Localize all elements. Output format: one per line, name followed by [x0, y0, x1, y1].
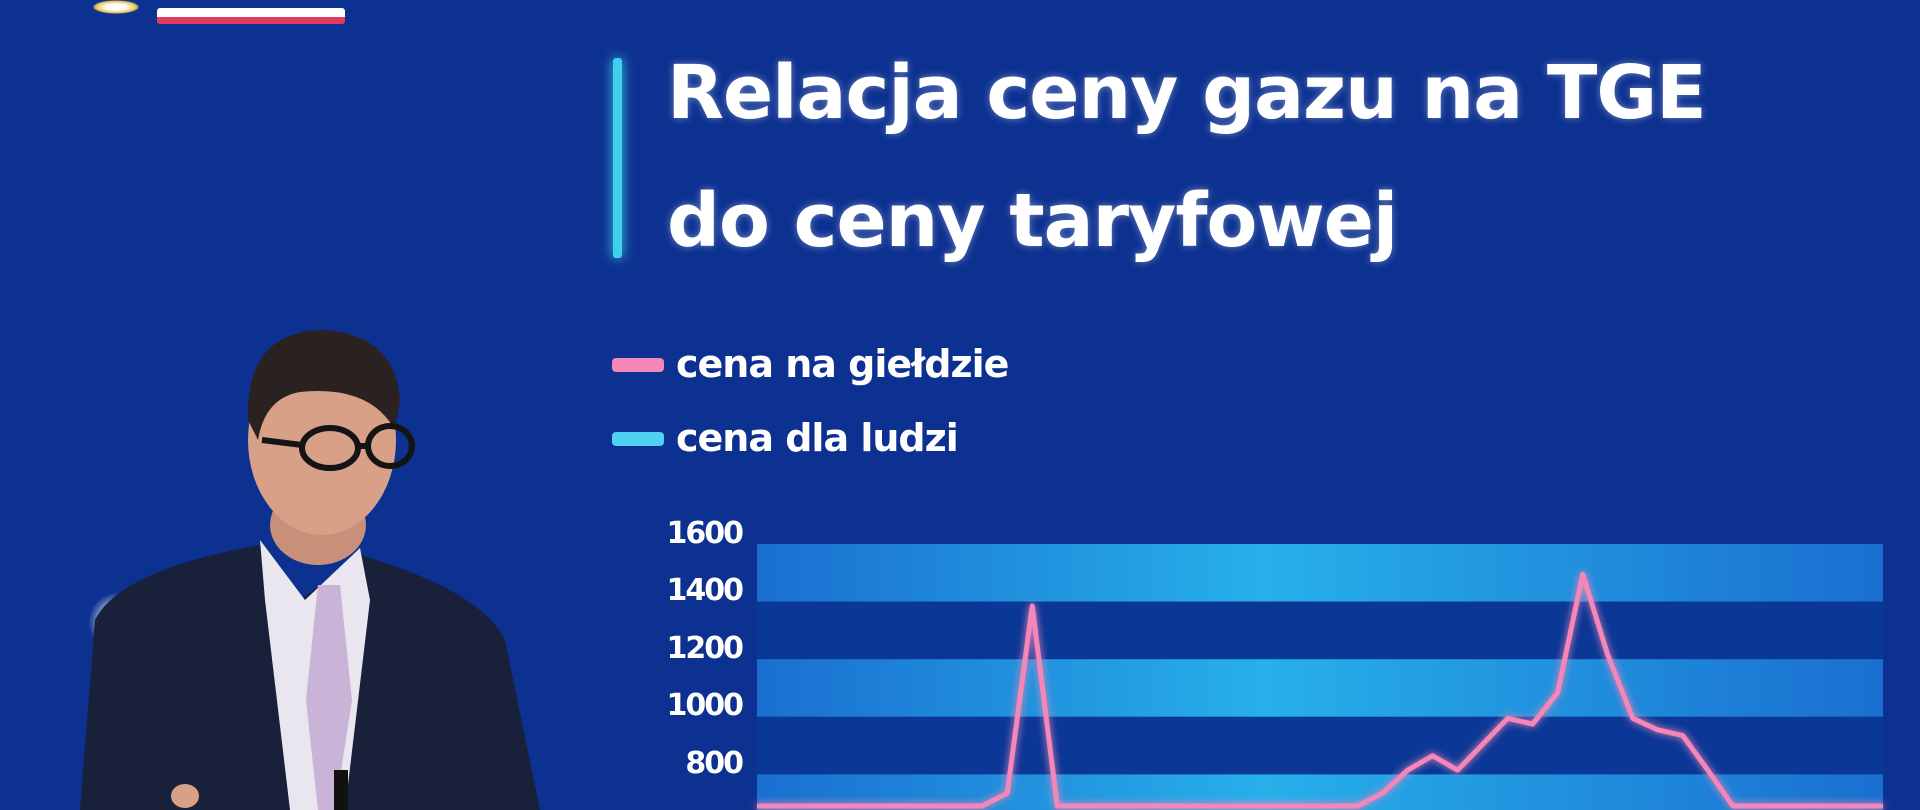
title-accent-bar: [613, 58, 622, 258]
legend-label-exchange: cena na giełdzie: [676, 342, 1009, 386]
glasses-icon: [261, 423, 415, 471]
slide-title-line-1: Relacja ceny gazu na TGE: [667, 50, 1707, 136]
grid-band-dark: [757, 601, 1883, 660]
y-tick-1200: 1200: [666, 631, 745, 666]
legend-swatch-people: [612, 432, 664, 446]
government-eagle-logo: [92, 0, 140, 14]
hair: [247, 330, 400, 440]
y-tick-1400: 1400: [666, 573, 745, 608]
tie: [306, 585, 352, 810]
y-tick-1600: 1600: [666, 516, 745, 551]
legend-label-people: cena dla ludzi: [676, 416, 959, 460]
series-line-exchange-price: [757, 571, 1883, 809]
flag-stripe-logo: [157, 8, 345, 24]
speaker-person: [80, 330, 540, 810]
y-tick-800: 800: [685, 746, 744, 781]
grid-band-light: [757, 659, 1883, 717]
hand: [171, 784, 199, 808]
grid-band-light: [757, 544, 1883, 602]
microphone: [334, 770, 348, 810]
legend-swatch-exchange: [612, 358, 664, 372]
grid-band-dark: [757, 716, 1883, 775]
y-tick-1000: 1000: [666, 688, 745, 723]
slide-title-line-2: do ceny taryfowej: [667, 178, 1398, 264]
